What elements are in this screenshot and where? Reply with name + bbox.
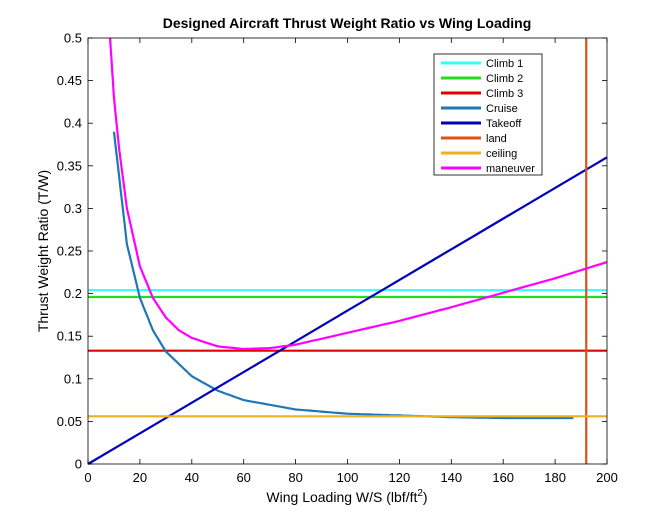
x-tick-label: 160 <box>492 470 514 485</box>
series-takeoff <box>87 156 608 465</box>
y-tick-label: 0 <box>75 457 82 472</box>
x-tick-label: 100 <box>337 470 359 485</box>
legend-label-climb-3: Climb 3 <box>486 88 523 100</box>
x-tick-label: 20 <box>133 470 147 485</box>
legend-box <box>433 53 543 176</box>
legend-label-climb-2: Climb 2 <box>486 73 523 85</box>
legend-label-climb-1: Climb 1 <box>486 58 523 70</box>
x-tick-label: 140 <box>440 470 462 485</box>
tick-layer: 0 20 40 60 80 100 120 140 160 180 200 0 0.05 0.1 0.15 0… <box>57 31 618 486</box>
y-tick-label: 0.3 <box>64 201 82 216</box>
y-tick-label: 0.45 <box>57 73 82 88</box>
series-layer <box>87 37 608 465</box>
chart-title: Designed Aircraft Thrust Weight Ratio vs… <box>163 15 532 31</box>
legend-label-land: land <box>486 133 507 145</box>
y-tick-label: 0.4 <box>64 116 82 131</box>
x-tick-label: 0 <box>84 470 91 485</box>
y-tick-label: 0.1 <box>64 371 82 386</box>
x-tick-label: 180 <box>544 470 566 485</box>
x-axis-title-sup: 2 <box>417 488 423 499</box>
x-tick-label: 200 <box>596 470 618 485</box>
legend-label-maneuver: maneuver <box>486 163 535 175</box>
y-tick-label: 0.2 <box>64 286 82 301</box>
legend-label-ceiling: ceiling <box>486 148 517 160</box>
x-tick-label: 120 <box>389 470 411 485</box>
x-axis-title-main: Wing Loading W/S (lbf/ft <box>266 489 417 505</box>
x-tick-label: 40 <box>185 470 199 485</box>
legend-label-takeoff: Takeoff <box>486 118 522 130</box>
y-tick-label: 0.05 <box>57 414 82 429</box>
x-tick-label: 80 <box>288 470 302 485</box>
y-tick-label: 0.35 <box>57 158 82 173</box>
y-tick-label: 0.25 <box>57 244 82 259</box>
legend-items: Climb 1 Climb 2 Climb 3 Cruise Takeoff land ce… <box>441 58 535 175</box>
x-axis-title-tail: ) <box>423 489 428 505</box>
y-tick-label: 0.5 <box>64 31 82 46</box>
x-axis-title: Wing Loading W/S (lbf/ft2) <box>266 488 427 505</box>
series-maneuver <box>109 37 608 351</box>
legend: Climb 1 Climb 2 Climb 3 Cruise Takeoff land ce… <box>433 53 543 176</box>
x-tick-label: 60 <box>236 470 250 485</box>
y-axis-title: Thrust Weight Ratio (T/W) <box>35 170 51 332</box>
y-tick-label: 0.15 <box>57 329 82 344</box>
legend-label-cruise: Cruise <box>486 103 518 115</box>
